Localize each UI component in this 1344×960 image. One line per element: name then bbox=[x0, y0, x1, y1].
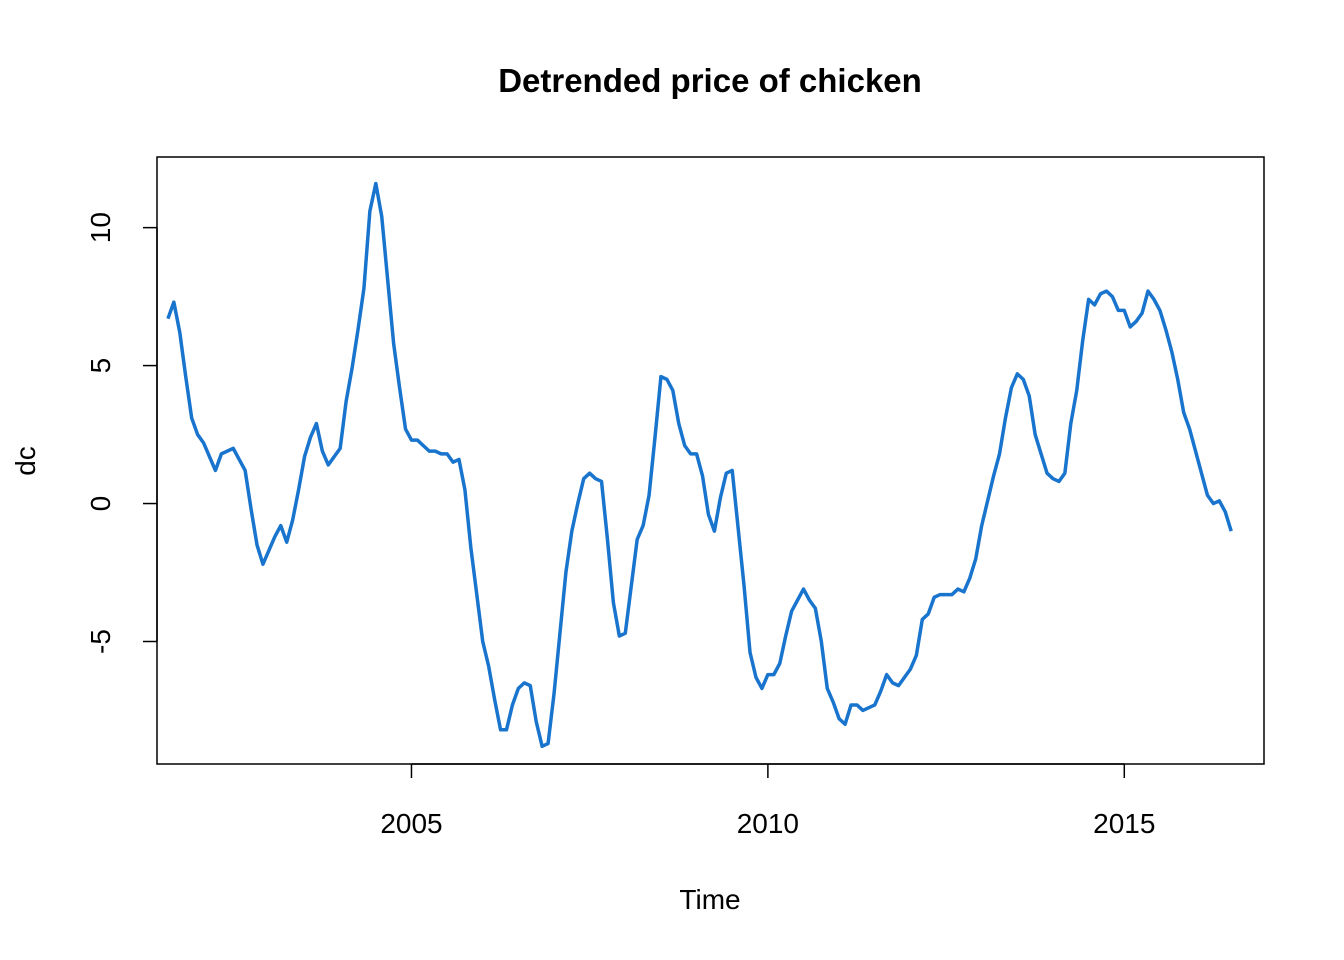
y-tick-label: 5 bbox=[85, 358, 116, 374]
y-tick-label: 10 bbox=[85, 212, 116, 243]
x-tick-label: 2015 bbox=[1093, 808, 1155, 839]
x-tick-label: 2005 bbox=[380, 808, 442, 839]
x-tick-label: 2010 bbox=[737, 808, 799, 839]
x-axis-title: Time bbox=[679, 884, 740, 915]
series-layer bbox=[166, 181, 1233, 749]
y-tick-label: 0 bbox=[85, 496, 116, 512]
y-axis: -5 0 5 10 bbox=[85, 212, 158, 654]
series-line-0 bbox=[166, 181, 1233, 749]
y-tick-label: -5 bbox=[85, 629, 116, 654]
x-axis: 2005 2010 2015 bbox=[380, 763, 1155, 839]
chart-title: Detrended price of chicken bbox=[498, 62, 922, 99]
y-axis-title: dc bbox=[10, 446, 41, 476]
